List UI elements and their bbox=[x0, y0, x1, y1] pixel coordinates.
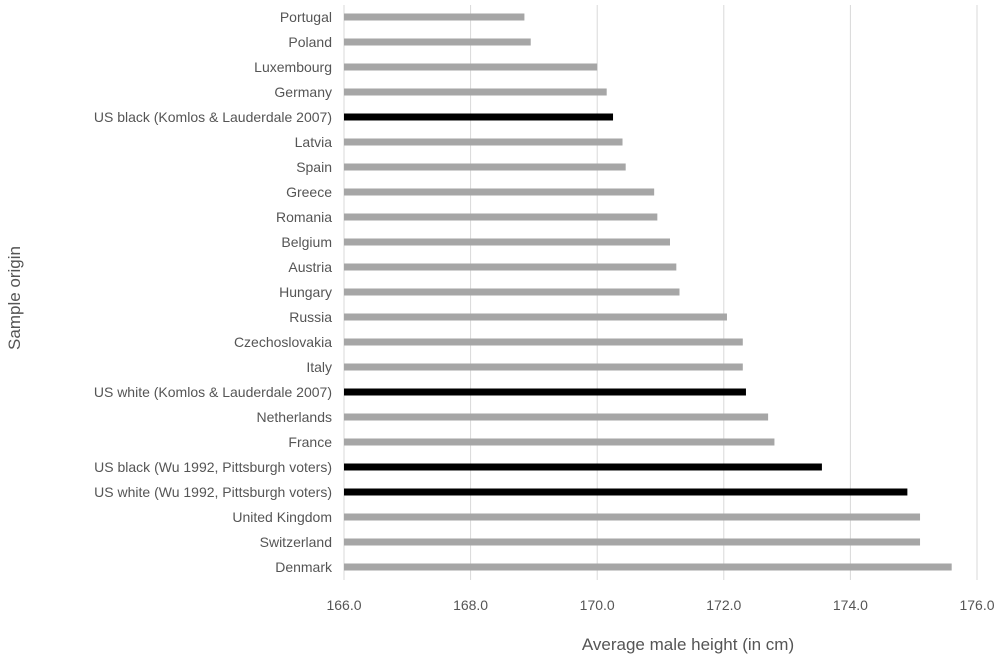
category-label: Poland bbox=[288, 34, 332, 50]
bar bbox=[344, 63, 598, 71]
bar bbox=[344, 338, 743, 346]
x-tick-label: 170.0 bbox=[580, 597, 615, 613]
category-label: Belgium bbox=[281, 234, 332, 250]
category-label: Austria bbox=[288, 259, 332, 275]
category-label: Italy bbox=[306, 359, 332, 375]
bar bbox=[344, 163, 626, 171]
bar bbox=[344, 388, 746, 396]
x-tick-labels: 166.0 168.0 170.0 172.0 174.0 176.0 bbox=[326, 597, 994, 613]
category-label: Denmark bbox=[275, 559, 333, 575]
bar bbox=[344, 88, 607, 96]
bar bbox=[344, 313, 727, 321]
bar bbox=[344, 463, 822, 471]
bar bbox=[344, 38, 531, 46]
bar bbox=[344, 138, 623, 146]
x-tick-label: 166.0 bbox=[326, 597, 361, 613]
category-labels: Portugal Poland Luxembourg Germany US black … bbox=[94, 9, 333, 575]
bar bbox=[344, 363, 743, 371]
category-label: US black (Wu 1992, Pittsburgh voters) bbox=[94, 459, 332, 475]
category-label: Luxembourg bbox=[254, 59, 332, 75]
category-label: Russia bbox=[289, 309, 332, 325]
category-label: Romania bbox=[276, 209, 332, 225]
category-label: United Kingdom bbox=[232, 509, 332, 525]
x-axis-title: Average male height (in cm) bbox=[582, 635, 794, 654]
category-label: Greece bbox=[286, 184, 332, 200]
category-label: Hungary bbox=[279, 284, 332, 300]
category-label: US white (Wu 1992, Pittsburgh voters) bbox=[94, 484, 332, 500]
bar bbox=[344, 538, 921, 546]
x-tick-label: 168.0 bbox=[453, 597, 488, 613]
category-label: Germany bbox=[274, 84, 332, 100]
bar bbox=[344, 238, 670, 246]
bar bbox=[344, 438, 775, 446]
category-label: US white (Komlos & Lauderdale 2007) bbox=[94, 384, 332, 400]
bar bbox=[344, 263, 677, 271]
x-tick-label: 172.0 bbox=[706, 597, 741, 613]
category-label: Spain bbox=[296, 159, 332, 175]
bar bbox=[344, 13, 525, 21]
category-label: Portugal bbox=[280, 9, 332, 25]
category-label: Switzerland bbox=[260, 534, 332, 550]
category-label: Netherlands bbox=[257, 409, 333, 425]
x-tick-label: 174.0 bbox=[833, 597, 868, 613]
x-tick-label: 176.0 bbox=[959, 597, 994, 613]
bar bbox=[344, 513, 921, 521]
bar bbox=[344, 113, 614, 121]
bar bbox=[344, 188, 655, 196]
bar bbox=[344, 213, 658, 221]
bars bbox=[344, 13, 952, 571]
bar bbox=[344, 488, 908, 496]
bar bbox=[344, 413, 769, 421]
bar bbox=[344, 563, 952, 571]
y-axis-title: Sample origin bbox=[5, 246, 24, 350]
category-label: France bbox=[288, 434, 332, 450]
category-label: Latvia bbox=[295, 134, 333, 150]
bar bbox=[344, 288, 680, 296]
category-label: Czechoslovakia bbox=[234, 334, 332, 350]
category-label: US black (Komlos & Lauderdale 2007) bbox=[94, 109, 332, 125]
